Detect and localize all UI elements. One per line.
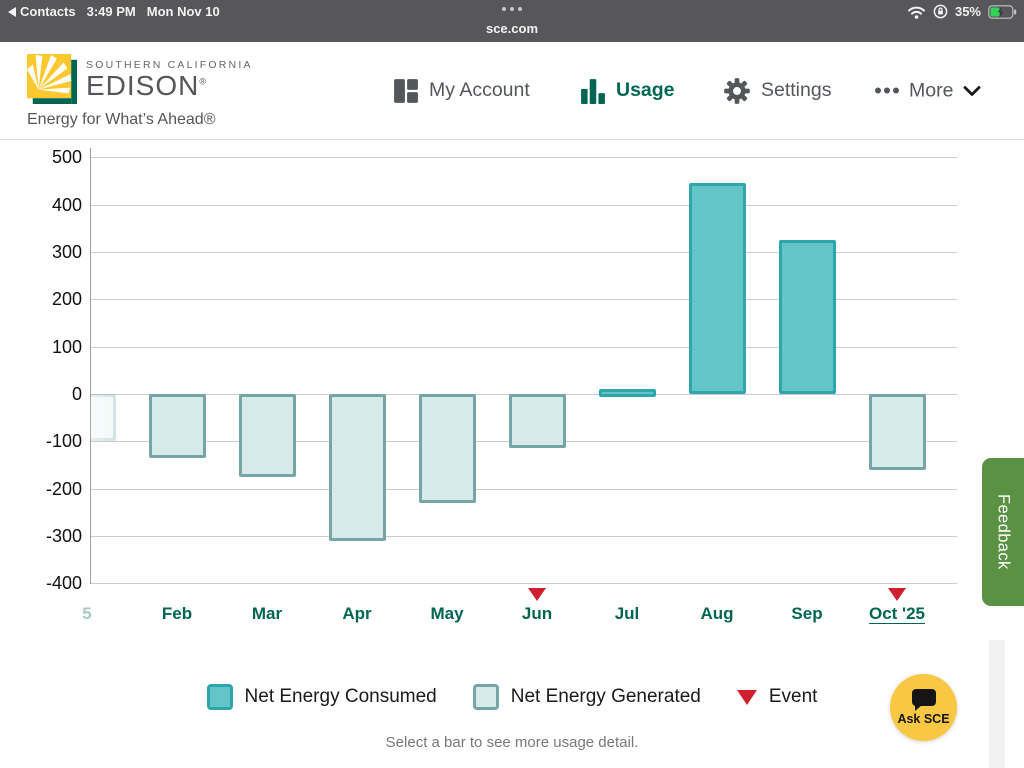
legend-item-generated: Net Energy Generated [472,684,701,710]
y-tick-label-300: 300 [51,242,82,262]
bar-jul[interactable] [598,389,656,398]
consumed-swatch-icon [206,684,233,710]
logo-line1: SOUTHERN CALIFORNIA [86,59,253,71]
battery-percent: 35% [954,4,981,19]
ask-sce-label: Ask SCE [897,712,950,726]
feedback-label: Feedback [994,494,1013,570]
gridline--400 [90,583,957,585]
x-label-jul[interactable]: Jul [614,604,640,623]
banner-url: sce.com [485,21,539,36]
y-tick-label-100: 100 [51,336,82,357]
wifi-icon [907,6,925,19]
x-label-sep[interactable]: Sep [791,604,823,623]
bar-jun[interactable] [508,394,566,449]
x-label-5[interactable]: 5 [82,604,92,623]
bar-oct-25[interactable] [868,394,926,470]
battery-icon [988,4,1017,19]
y-tick-label--200: -200 [45,478,82,499]
gridline-200 [90,299,957,301]
legend-item-event: Event [736,686,818,708]
chart-hint-text: Select a bar to see more usage detail. [385,734,639,751]
nav-my-account[interactable]: My Account [393,78,530,104]
ellipsis-icon [875,87,899,94]
gridline-400 [90,204,957,206]
bar-may[interactable] [418,394,476,503]
x-label-aug[interactable]: Aug [700,604,734,623]
sce-sunburst-icon [27,54,77,104]
gear-icon [724,77,750,104]
feedback-button[interactable]: Feedback [982,458,1024,606]
back-app-label: Contacts [20,4,76,19]
gridline-300 [90,252,957,253]
nav-label: More [909,79,954,101]
bar-apr[interactable] [328,394,386,541]
generated-swatch-icon [472,684,499,710]
ios-status-bar: Contacts 3:49 PM Mon Nov 10 sce.com 35% [0,0,1024,42]
nav-label: My Account [429,79,530,101]
logo-line2: EDISON® [86,70,207,101]
y-tick-label--300: -300 [45,525,82,546]
bar-feb[interactable] [148,394,206,458]
chart-legend: Net Energy Consumed Net Energy Generated… [0,684,1024,710]
event-marker-oct-25 [888,588,906,601]
rotation-lock-icon [933,4,948,19]
x-label-mar[interactable]: Mar [251,604,283,623]
chart-plot-area [90,140,990,640]
x-label-oct-25[interactable]: Oct '25 [868,604,926,623]
x-label-jun[interactable]: Jun [521,604,553,623]
event-triangle-icon [736,689,757,705]
gridline-500 [90,157,957,159]
chevron-down-icon [964,85,981,96]
y-tick-label-500: 500 [51,147,82,168]
usage-bar-chart: 500 400 300 200 100 0 -100 -200 -300 -400 5 Feb Mar… [0,140,1024,640]
event-marker-jun [528,588,546,601]
nav-label: Usage [616,79,675,101]
y-tick-label-200: 200 [51,289,82,310]
gridline--300 [90,535,957,537]
x-label-feb[interactable]: Feb [161,604,193,623]
nav-settings[interactable]: Settings [723,77,831,105]
nav-label: Settings [761,79,832,101]
legend-label: Event [768,686,818,707]
bar-aug[interactable] [688,183,746,394]
back-to-app-button[interactable]: Contacts [8,4,76,19]
bar-mar[interactable] [238,394,296,477]
ask-sce-button[interactable]: Ask SCE [890,674,957,741]
bar-sep[interactable] [778,240,836,394]
logo-tagline: Energy for What’s Ahead® [27,111,216,128]
y-tick-label-0: 0 [71,384,82,404]
gridline--200 [90,488,957,490]
y-tick-label--100: -100 [45,431,82,452]
bar-chart-icon [581,78,605,104]
y-tick-label--400: -400 [45,573,82,594]
legend-label: Net Energy Generated [510,686,701,707]
x-label-apr[interactable]: Apr [342,604,372,623]
chat-bubble-icon [911,689,936,711]
multitask-dots-icon[interactable] [502,7,522,11]
back-icon [8,6,16,17]
y-tick-label-400: 400 [51,194,82,215]
clock-time: 3:49 PM [86,4,136,19]
nav-usage[interactable]: Usage [580,78,675,104]
clock-date: Mon Nov 10 [146,4,220,19]
nav-more[interactable]: More [875,79,981,102]
legend-item-consumed: Net Energy Consumed [206,684,437,710]
bar-5[interactable] [90,394,116,442]
x-label-may[interactable]: May [430,604,464,623]
sce-logo[interactable]: SOUTHERN CALIFORNIA EDISON® Energy for W… [27,54,253,129]
site-header: SOUTHERN CALIFORNIA EDISON® Energy for W… [0,42,1024,140]
y-axis-line [90,148,91,584]
dashboard-grid-icon [394,78,418,103]
gridline-100 [90,346,957,348]
legend-label: Net Energy Consumed [244,686,437,707]
